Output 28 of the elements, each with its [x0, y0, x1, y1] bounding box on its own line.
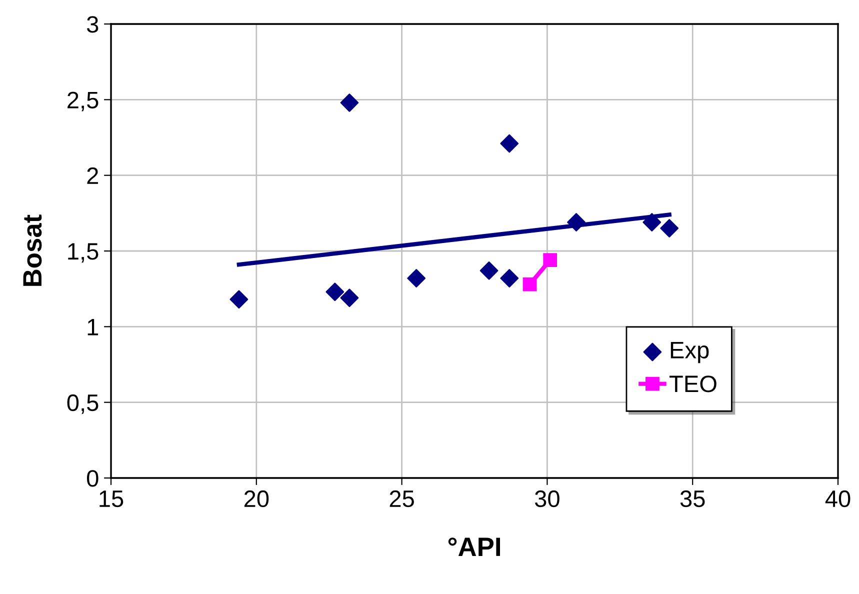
point — [340, 93, 359, 112]
x-tick-label: 40 — [825, 490, 850, 508]
x-axis-title: °API — [448, 538, 500, 556]
point — [480, 261, 498, 280]
point — [500, 269, 519, 288]
y-axis-title: Bosat — [23, 214, 42, 286]
y-tick-label: 3 — [86, 16, 98, 33]
y-tick-label: 2,5 — [68, 92, 98, 112]
y-tick-label: 1 — [88, 318, 98, 336]
x-tick-label: 35 — [680, 490, 705, 508]
point — [340, 288, 359, 308]
y-tick-label: 0 — [86, 470, 98, 487]
y-tick-label: 1,5 — [68, 243, 98, 263]
y-tick-label: 2 — [87, 167, 98, 184]
x-tick-label: 30 — [534, 490, 560, 508]
point — [407, 269, 426, 288]
point — [500, 134, 519, 153]
point — [230, 290, 248, 309]
x-tick-label: 25 — [390, 490, 414, 508]
point — [326, 282, 344, 302]
legend-label: TEO — [670, 376, 716, 392]
x-tick-label: 15 — [100, 490, 124, 508]
x-tick-label: 20 — [244, 490, 269, 508]
y-tick-label: 0,5 — [67, 394, 98, 414]
point — [660, 219, 679, 238]
legend-label: Exp — [670, 342, 709, 364]
point — [543, 253, 558, 268]
point — [522, 277, 537, 292]
